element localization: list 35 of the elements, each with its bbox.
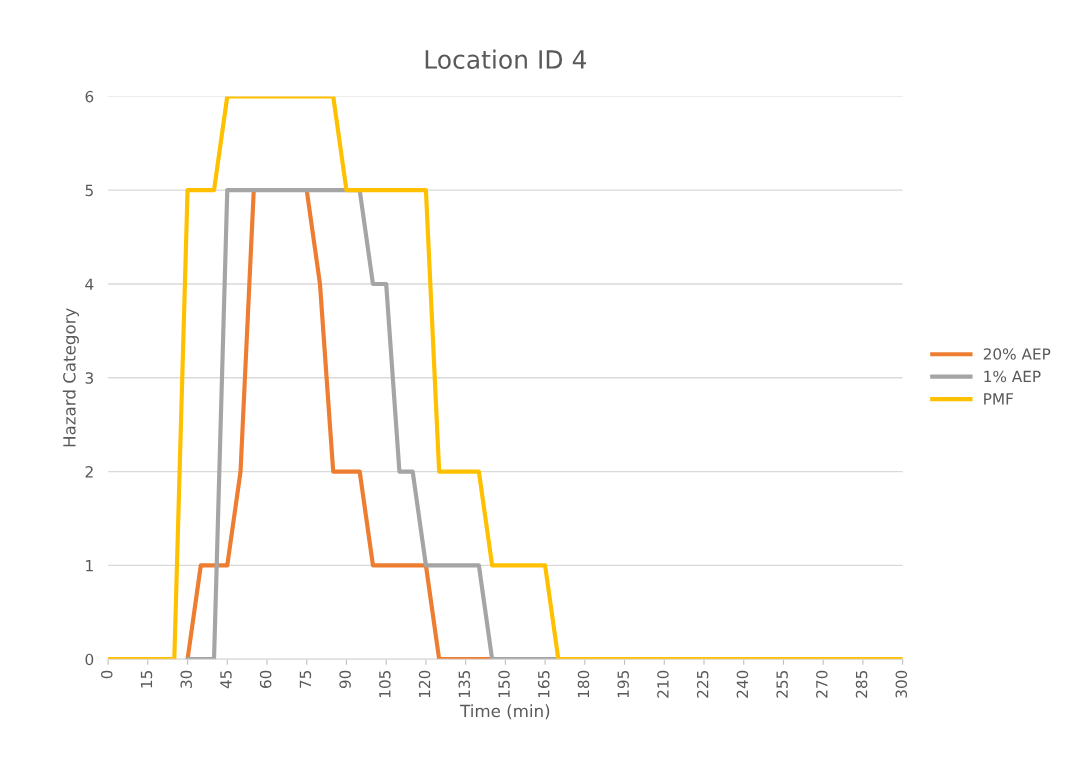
x-tick-label: 180 [577,670,590,698]
x-tick-label: 300 [895,670,908,698]
y-tick-label: 5 [85,184,93,197]
legend-label: PMF [984,393,1013,405]
y-tick-label: 4 [85,278,94,290]
x-tick-label: 105 [379,670,391,698]
x-axis-title: Time (min) [460,704,550,720]
legend-label: 1% AEP [984,370,1041,383]
x-tick-label: 255 [776,670,788,698]
y-tick-label: 3 [85,372,93,384]
x-tick-label: 120 [418,670,431,698]
x-tick-label: 75 [299,670,312,688]
x-tick-label: 270 [816,670,828,698]
x-tick-label: 165 [537,670,550,698]
y-axis-title: Hazard Category [62,308,79,447]
legend-label: 20% AEP [983,348,1051,360]
y-tick-label: 6 [85,90,94,103]
x-tick-label: 285 [855,670,868,698]
y-tick-label: 0 [85,653,94,666]
x-tick-label: 60 [259,670,272,688]
x-tick-label: 135 [458,670,471,698]
y-tick-label: 1 [86,560,93,572]
x-tick-label: 15 [140,670,153,688]
x-tick-label: 0 [100,670,113,679]
x-tick-label: 240 [736,670,749,698]
x-tick-label: 210 [657,670,669,698]
y-tick-label: 2 [85,466,93,478]
x-tick-label: 195 [617,670,629,698]
x-tick-label: 225 [696,670,709,698]
line-series [108,96,903,660]
chart-title: Location ID 4 [425,49,587,69]
x-tick-label: 90 [339,670,351,689]
x-tick-label: 150 [498,670,510,698]
x-tick-label: 30 [180,670,192,688]
x-tick-label: 45 [220,670,232,689]
